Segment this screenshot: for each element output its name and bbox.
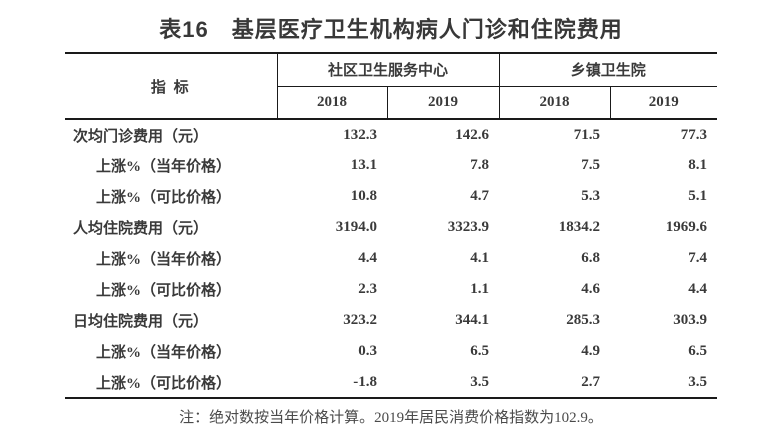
table-row-inpatient-fee-per-capita: 人均住院费用（元） 3194.0 3323.9 1834.2 1969.6	[65, 212, 717, 243]
row-label: 上涨%（可比价格）	[96, 190, 232, 206]
header-year-row: 2018 2019 2018 2019	[65, 86, 718, 119]
row-label: 人均住院费用（元）	[73, 221, 209, 237]
table-cell: 8.1	[688, 157, 708, 173]
table-cell: 285.3	[566, 312, 601, 328]
table-cell: 5.1	[688, 188, 708, 204]
table-cell: -1.8	[353, 373, 377, 390]
table-cell: 77.3	[680, 126, 708, 143]
column-header-year-2018-group1: 2018	[276, 86, 387, 119]
table-row-increase-comparable-price: 上涨%（可比价格） 10.8 4.7 5.3 5.1	[65, 181, 717, 212]
table-cell: 10.8	[350, 188, 377, 204]
outpatient-inpatient-cost-table: 指 标 社区卫生服务中心 乡镇卫生院 2018 2019 2018 2019 次…	[65, 52, 718, 399]
table-cell: 4.4	[688, 281, 708, 297]
statistics-table: 指 标 社区卫生服务中心 乡镇卫生院 2018 2019 2018 2019 次…	[65, 52, 718, 399]
table-cell: 0.3	[358, 343, 377, 359]
table-cell: 6.5	[470, 343, 490, 359]
table-cell: 323.2	[343, 312, 377, 328]
table-cell: 4.9	[581, 343, 601, 359]
column-header-year-2018-group2: 2018	[498, 86, 611, 119]
column-header-year-2019-group2: 2019	[609, 86, 718, 119]
table-cell: 5.3	[581, 188, 601, 204]
column-group-township-health-center: 乡镇卫生院	[498, 53, 718, 87]
table-row-increase-current-price: 上涨%（当年价格） 13.1 7.8 7.5 8.1	[65, 150, 717, 181]
header-group-row: 指 标 社区卫生服务中心 乡镇卫生院	[65, 53, 718, 96]
table-cell: 7.5	[581, 157, 601, 173]
table-cell: 344.1	[455, 312, 490, 328]
table-cell: 6.5	[688, 343, 708, 359]
table-cell: 3.5	[470, 373, 490, 390]
row-label: 上涨%（当年价格）	[96, 345, 232, 361]
table-cell: 2.3	[358, 281, 377, 297]
table-cell: 4.7	[470, 188, 490, 204]
table-cell: 2.7	[581, 373, 601, 390]
page-title: 表16 基层医疗卫生机构病人门诊和住院费用	[159, 17, 623, 42]
table-cell: 71.5	[573, 126, 601, 143]
table-cell: 1.1	[470, 281, 490, 297]
table-row-increase-current-price: 上涨%（当年价格） 0.3 6.5 4.9 6.5	[65, 336, 717, 367]
table-cell: 303.9	[673, 312, 708, 328]
table-cell: 13.1	[350, 157, 377, 173]
table-row-outpatient-fee: 次均门诊费用（元） 132.3 142.6 71.5 77.3	[65, 119, 717, 150]
column-header-year-2019-group1: 2019	[386, 86, 500, 119]
table-cell: 132.3	[343, 126, 377, 143]
table-cell: 4.6	[581, 281, 601, 297]
table-footnote: 注：绝对数按当年价格计算。2019年居民消费价格指数为102.9。	[179, 410, 603, 426]
row-label: 上涨%（当年价格）	[96, 159, 232, 175]
table-row-increase-comparable-price: 上涨%（可比价格） 2.3 1.1 4.6 4.4	[65, 274, 717, 305]
column-header-indicator: 指 标	[150, 79, 191, 96]
table-cell: 3194.0	[335, 219, 377, 235]
table-row-increase-current-price: 上涨%（当年价格） 4.4 4.1 6.8 7.4	[65, 243, 717, 274]
table-row-inpatient-fee-per-day: 日均住院费用（元） 323.2 344.1 285.3 303.9	[65, 305, 717, 336]
table-cell: 6.8	[581, 250, 601, 266]
table-cell: 4.4	[358, 250, 377, 266]
row-label: 上涨%（当年价格）	[96, 252, 232, 268]
table-cell: 4.1	[470, 250, 490, 266]
table-cell: 1969.6	[665, 219, 708, 235]
table-cell: 1834.2	[558, 219, 601, 235]
table-cell: 7.8	[470, 157, 490, 173]
column-group-community-health-center: 社区卫生服务中心	[276, 53, 500, 87]
row-label: 日均住院费用（元）	[73, 314, 209, 330]
table-cell: 142.6	[455, 126, 490, 143]
row-label: 次均门诊费用（元）	[73, 128, 209, 145]
row-label: 上涨%（可比价格）	[96, 375, 232, 392]
table-row-increase-comparable-price: 上涨%（可比价格） -1.8 3.5 2.7 3.5	[65, 367, 717, 398]
row-label: 上涨%（可比价格）	[96, 283, 232, 299]
table-cell: 7.4	[688, 250, 708, 266]
table-cell: 3.5	[688, 373, 708, 390]
table-cell: 3323.9	[447, 219, 490, 235]
